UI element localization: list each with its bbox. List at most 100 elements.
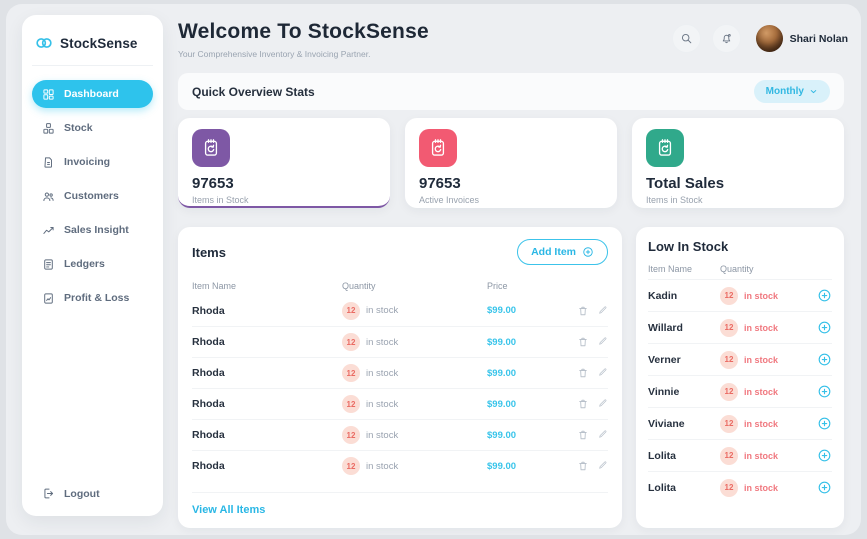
item-name: Rhoda	[192, 398, 225, 410]
plus-circle-icon	[818, 353, 831, 366]
item-name: Viviane	[648, 417, 685, 430]
quantity-text: in stock	[366, 429, 399, 441]
quantity-text: in stock	[366, 460, 399, 472]
delete-icon[interactable]	[577, 336, 589, 348]
quantity-badge: 12	[720, 286, 738, 305]
quantity-cell: 12 in stock	[720, 286, 810, 305]
sidebar: StockSense Dashboard Stock	[22, 15, 163, 516]
sidebar-item-profit-loss[interactable]: Profit & Loss	[32, 284, 153, 312]
user-menu[interactable]: Shari Nolan	[755, 25, 848, 52]
period-selector[interactable]: Monthly	[753, 80, 830, 103]
stat-label: Items in Stock	[646, 195, 703, 205]
quick-overview-stats-bar: Quick Overview Stats Monthly	[178, 73, 844, 110]
item-price: $99.00	[487, 429, 517, 441]
edit-pencil-icon[interactable]	[598, 429, 608, 439]
restock-button[interactable]	[810, 384, 832, 399]
item-name: Rhoda	[192, 336, 225, 348]
row-actions	[577, 460, 608, 472]
sidebar-item-sales-insight[interactable]: Sales Insight	[32, 216, 153, 244]
item-price: $99.00	[487, 398, 517, 410]
table-row: Lolita 12 in stock	[648, 439, 832, 471]
delete-icon[interactable]	[577, 305, 589, 317]
column-header-item-name: Item Name	[192, 281, 237, 291]
top-actions: Shari Nolan	[671, 24, 858, 53]
quantity-text: in stock	[744, 482, 779, 493]
quantity-text: in stock	[366, 398, 399, 410]
item-name: Verner	[648, 353, 681, 366]
items-panel-title: Items	[192, 244, 226, 260]
stat-value: Total Sales	[646, 175, 725, 192]
quantity-cell: 12 in stock	[720, 382, 810, 401]
edit-pencil-icon[interactable]	[598, 367, 608, 377]
row-actions	[577, 336, 608, 348]
quantity-badge: 12	[720, 318, 738, 337]
low-stock-title: Low In Stock	[648, 239, 729, 254]
items-table-header: Item Name Quantity Price	[192, 277, 608, 295]
item-price: $99.00	[487, 460, 517, 472]
quantity-text: in stock	[744, 354, 779, 365]
restock-button[interactable]	[810, 288, 832, 303]
delete-icon[interactable]	[577, 367, 589, 379]
edit-pencil-icon[interactable]	[598, 460, 608, 470]
delete-icon[interactable]	[577, 460, 589, 472]
quantity-badge: 12	[720, 350, 738, 369]
stat-cards: 97653 Items in Stock 97653 Active Invoic…	[178, 118, 844, 208]
sidebar-item-label: Sales Insight	[64, 224, 129, 236]
restock-button[interactable]	[810, 448, 832, 463]
column-header-quantity: Quantity	[720, 264, 754, 274]
sidebar-item-invoicing[interactable]: Invoicing	[32, 148, 153, 176]
notifications-bell-icon	[722, 34, 731, 44]
sidebar-item-stock[interactable]: Stock	[32, 114, 153, 142]
stat-label: Items in Stock	[192, 195, 249, 205]
quantity-cell: 12 in stock	[342, 395, 487, 413]
quantity-text: in stock	[366, 305, 399, 316]
plus-circle-icon	[818, 289, 831, 302]
item-name: Rhoda	[192, 429, 225, 441]
sidebar-item-ledgers[interactable]: Ledgers	[32, 250, 153, 278]
row-actions	[577, 398, 608, 410]
stats-section-title: Quick Overview Stats	[192, 84, 315, 99]
item-name: Rhoda	[192, 304, 225, 317]
table-row: Rhoda 12 in stock $99.00	[192, 326, 608, 357]
edit-pencil-icon[interactable]	[598, 305, 608, 315]
edit-pencil-icon[interactable]	[598, 398, 608, 408]
stat-card-active-invoices[interactable]: 97653 Active Invoices	[405, 118, 617, 208]
restock-button[interactable]	[810, 320, 832, 335]
sidebar-item-dashboard[interactable]: Dashboard	[32, 80, 153, 108]
delete-icon[interactable]	[577, 429, 589, 441]
period-selector-value: Monthly	[765, 86, 804, 97]
quantity-badge: 12	[720, 382, 738, 401]
sidebar-item-label: Stock	[64, 122, 93, 134]
delete-icon[interactable]	[577, 398, 589, 410]
item-name: Lolita	[648, 449, 676, 462]
boxes-icon	[43, 122, 54, 134]
restock-button[interactable]	[810, 352, 832, 367]
column-header-quantity: Quantity	[342, 281, 376, 291]
sidebar-item-customers[interactable]: Customers	[32, 182, 153, 210]
sidebar-item-label: Dashboard	[64, 88, 119, 100]
quantity-text: in stock	[366, 336, 399, 348]
add-item-button[interactable]: Add Item	[517, 239, 608, 265]
quantity-text: in stock	[744, 290, 779, 301]
quantity-cell: 12 in stock	[342, 301, 487, 320]
sidebar-item-label: Profit & Loss	[64, 292, 130, 304]
notifications-button[interactable]	[711, 24, 741, 53]
page-heading: Welcome To StockSense Your Comprehensive…	[178, 20, 429, 59]
table-row: Viviane 12 in stock	[648, 407, 832, 439]
quantity-cell: 12 in stock	[720, 350, 810, 369]
edit-pencil-icon[interactable]	[598, 336, 608, 346]
search-button[interactable]	[671, 24, 701, 53]
stat-card-total-sales[interactable]: Total Sales Items in Stock	[632, 118, 844, 208]
plus-circle-icon	[818, 449, 831, 462]
stat-card-items-in-stock[interactable]: 97653 Items in Stock	[178, 118, 390, 208]
item-name: Rhoda	[192, 367, 225, 379]
topbar: Welcome To StockSense Your Comprehensive…	[178, 20, 858, 59]
logout-button[interactable]: Logout	[32, 487, 153, 500]
view-all-items-link[interactable]: View All Items	[192, 492, 608, 516]
restock-button[interactable]	[810, 480, 832, 495]
restock-button[interactable]	[810, 416, 832, 431]
line-chart-icon	[43, 226, 54, 234]
plus-circle-icon	[583, 247, 593, 257]
inventory-refresh-icon	[192, 129, 230, 167]
page-subtitle: Your Comprehensive Inventory & Invoicing…	[178, 49, 371, 59]
